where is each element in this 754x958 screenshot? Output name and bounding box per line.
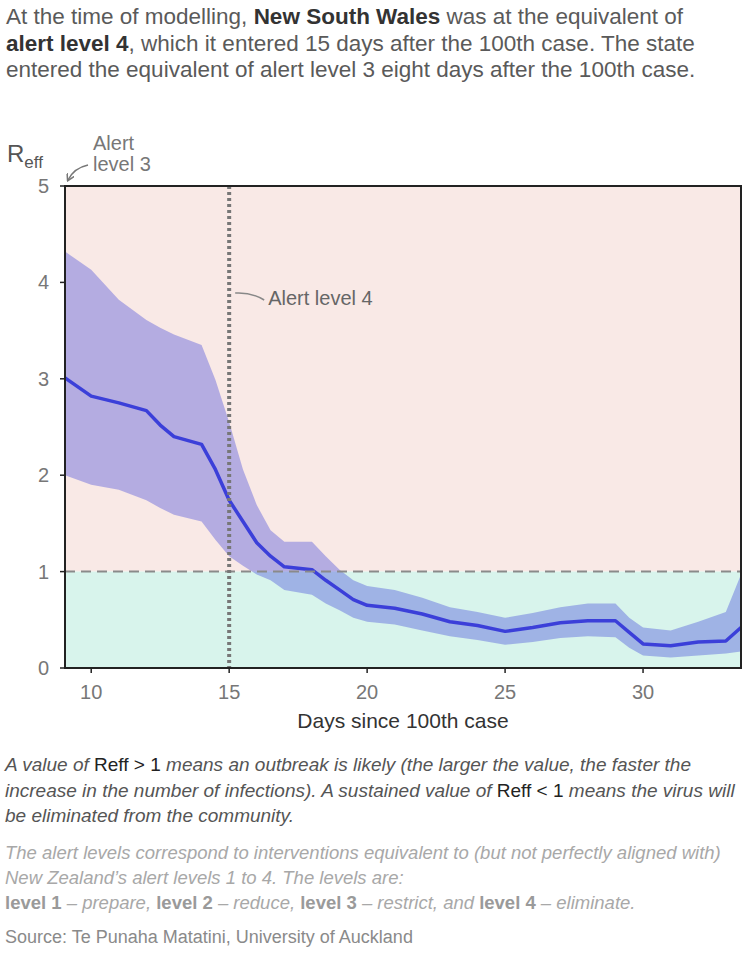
emphasis: alert level 4 [6,31,129,56]
x-tick [366,668,368,673]
emphasis: Reff > 1 [94,754,161,775]
text-run: – restrict, and [357,892,479,913]
emphasis: New South Wales [254,4,441,29]
y-tick-label: 3 [38,368,49,390]
emphasis: Reff < 1 [497,780,564,801]
x-axis-label: Days since 100th case [297,709,508,732]
annotation-leader [235,293,264,300]
annotation-line: level 3 [93,153,151,175]
x-tick [504,668,506,673]
annotation-arrow [68,165,88,180]
annotation-label: Alert level 4 [268,287,373,309]
text-run: – reduce, [213,892,300,913]
annotation-label: Alertlevel 3 [93,132,151,175]
plot-frame [65,186,741,668]
y-tick-label: 1 [38,561,49,583]
title: At the time of modelling, New South Wale… [6,4,731,84]
threshold-line [65,571,741,573]
x-tick [90,668,92,673]
source: Source: Te Punaha Matatini, University o… [5,927,750,948]
text-run: was at the equivalent of [440,4,683,29]
y-tick [60,667,65,669]
plot-area [65,186,741,668]
x-tick [642,668,644,673]
note: level 1 – prepare, level 2 – reduce, lev… [5,890,750,915]
y-tick [60,185,65,187]
emphasis: level 2 [156,892,213,913]
x-tick-label: 25 [494,681,516,703]
text-run: The alert levels correspond to intervent… [5,842,721,888]
y-tick-label: 0 [38,657,49,679]
x-tick [228,668,230,673]
y-axis-label-subscript: eff [24,153,43,172]
emphasis: level 4 [479,892,536,913]
y-tick [60,474,65,476]
x-tick-label: 20 [356,681,378,703]
note: The alert levels correspond to intervent… [5,840,750,890]
y-axis-label-main: R [7,140,24,167]
y-tick-label: 4 [38,271,49,293]
note: A value of Reff > 1 means an outbreak is… [5,752,750,829]
y-tick [60,571,65,573]
text-run: At the time of modelling, [6,4,254,29]
y-axis-label: Reff [7,140,43,172]
text-run: – eliminate. [536,892,636,913]
y-tick-label: 5 [38,175,49,197]
text-run: – prepare, [62,892,157,913]
x-tick-label: 15 [218,681,240,703]
emphasis: level 1 [5,892,62,913]
confidence-band [65,252,741,658]
notes: A value of Reff > 1 means an outbreak is… [5,752,750,948]
emphasis: level 3 [300,892,357,913]
text-run: A value of [5,754,94,775]
x-tick-label: 10 [80,681,102,703]
y-tick [60,282,65,284]
annotation-line: Alert [93,132,135,154]
x-tick-label: 30 [632,681,654,703]
y-tick-label: 2 [38,464,49,486]
reff-line [65,378,741,646]
annotation-line [227,186,231,668]
y-tick [60,378,65,380]
